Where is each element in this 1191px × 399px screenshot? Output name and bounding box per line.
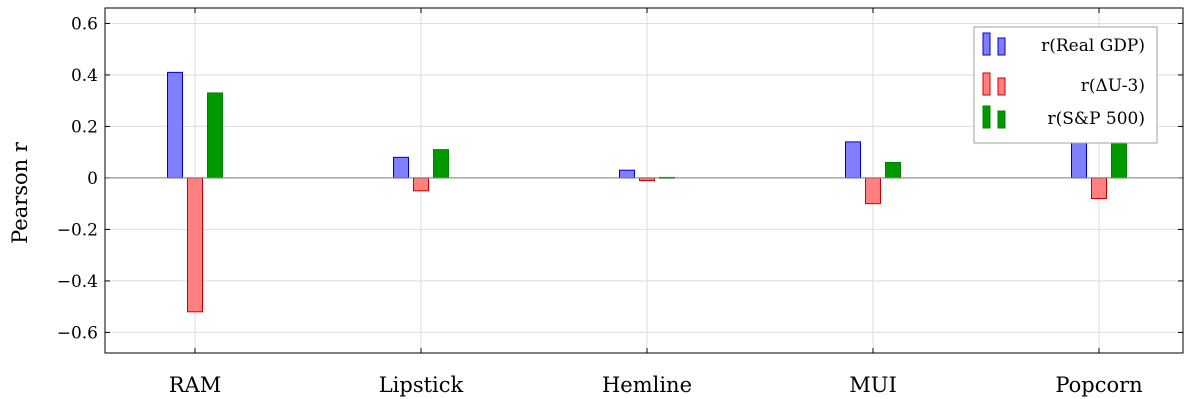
- x-category-label: Popcorn: [1055, 373, 1142, 397]
- plot-frame: [104, 7, 1184, 354]
- y-tick-label: 0.4: [71, 66, 98, 86]
- bar-series-0-mui: [845, 141, 861, 179]
- bar-series-2-ram: [207, 92, 223, 179]
- legend-label: r(S&P 500): [1048, 109, 1145, 129]
- x-category-label: Hemline: [602, 373, 692, 397]
- bar-series-2-mui: [885, 161, 901, 179]
- legend-swatch: [982, 32, 991, 56]
- x-category-label: MUI: [849, 373, 897, 397]
- y-axis-title: Pearson r: [8, 141, 32, 244]
- y-tick-label: 0.6: [71, 14, 98, 34]
- bar-series-0-ram: [167, 71, 183, 179]
- legend-swatch: [982, 72, 991, 96]
- bar-series-0-hemline: [619, 169, 635, 179]
- legend-label: r(Real GDP): [1041, 36, 1145, 56]
- bar-series-1-lipstick: [413, 177, 429, 192]
- y-tick-label: −0.4: [57, 272, 98, 292]
- legend: r(Real GDP) r(ΔU-3) r(S&P 500): [973, 26, 1158, 144]
- legend-swatch: [997, 37, 1006, 56]
- y-tick-label: −0.6: [57, 323, 98, 343]
- y-tick-label: 0.2: [71, 117, 98, 137]
- bar-series-2-lipstick: [433, 149, 449, 179]
- legend-swatch: [982, 105, 991, 129]
- bar-series-1-mui: [865, 177, 881, 205]
- bar-series-1-ram: [187, 177, 203, 313]
- legend-swatch: [997, 110, 1006, 129]
- y-tick-label: −0.2: [57, 220, 98, 240]
- legend-label: r(ΔU-3): [1081, 76, 1145, 96]
- bar-series-0-popcorn: [1071, 138, 1087, 179]
- bar-series-0-lipstick: [393, 156, 409, 179]
- x-category-label: RAM: [169, 373, 221, 397]
- axes: −0.6 −0.4 −0.2 0 0.2 0.4 0.6 RAM Lipstick Hemline…: [57, 7, 1184, 397]
- bar-series-1-popcorn: [1091, 177, 1107, 200]
- legend-swatch: [997, 77, 1006, 96]
- y-tick-label: 0: [87, 169, 98, 189]
- x-category-label: Lipstick: [379, 373, 464, 397]
